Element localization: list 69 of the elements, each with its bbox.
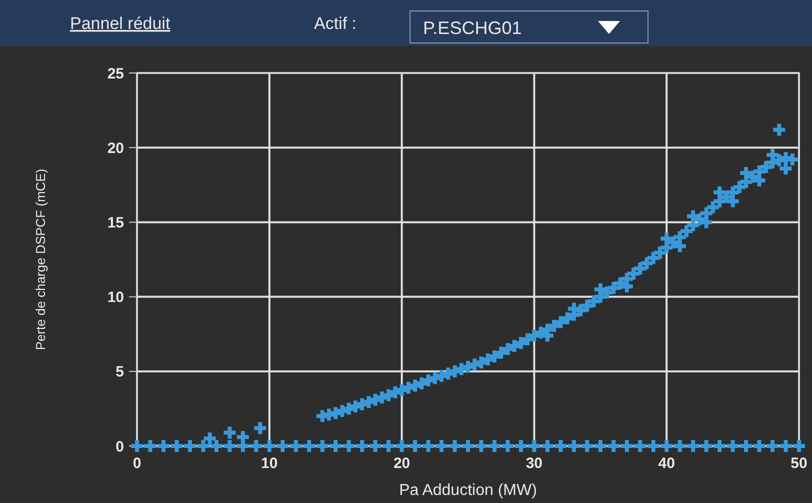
point [195, 438, 212, 454]
point [632, 438, 648, 454]
y-tick-label: 25 [107, 65, 124, 82]
point [526, 438, 542, 454]
point [252, 420, 268, 436]
point [446, 438, 463, 454]
point [222, 424, 238, 441]
point [420, 438, 436, 454]
point [142, 438, 158, 454]
point [778, 438, 794, 454]
point [771, 122, 788, 138]
y-tick-label: 5 [116, 364, 124, 381]
point [460, 438, 476, 454]
point [751, 438, 768, 454]
x-tick-label: 30 [526, 455, 543, 472]
y-axis-title: Perte de charge DSPCF (mCE) [33, 168, 48, 350]
point [288, 438, 304, 454]
point [261, 438, 278, 454]
point [168, 438, 185, 454]
point [552, 438, 569, 454]
point [606, 438, 622, 454]
point [354, 438, 370, 454]
point [592, 438, 608, 454]
point [274, 438, 291, 454]
point [791, 438, 807, 454]
y-tick-label: 0 [116, 438, 124, 456]
point [712, 438, 728, 454]
point [724, 438, 741, 454]
x-tick-label: 50 [790, 455, 808, 472]
point [566, 438, 582, 454]
point [407, 438, 424, 454]
point [618, 438, 635, 454]
point [658, 438, 675, 454]
point [539, 438, 556, 454]
point [129, 438, 145, 454]
point [579, 438, 596, 454]
x-tick-label: 20 [393, 455, 410, 472]
x-axis-title: Pa Adduction (MW) [399, 482, 537, 499]
point [328, 438, 344, 454]
point [512, 438, 529, 454]
text: Pannel réduit [70, 14, 170, 33]
point [500, 438, 516, 454]
point [486, 438, 502, 454]
point [367, 438, 384, 454]
point [764, 438, 781, 454]
point [434, 438, 450, 454]
point [380, 438, 397, 454]
point [672, 438, 688, 454]
point [473, 438, 490, 454]
point [301, 438, 318, 454]
point [222, 438, 238, 454]
point [314, 438, 330, 454]
point [645, 438, 662, 454]
point [394, 438, 410, 454]
x-tick-label: 10 [261, 455, 278, 472]
point [248, 438, 264, 454]
y-tick-label: 15 [107, 214, 124, 232]
point [182, 438, 198, 454]
point [155, 438, 172, 454]
y-tick-label: 10 [107, 289, 124, 306]
point [685, 438, 702, 454]
text: P.ESCHG01 [423, 18, 522, 38]
y-tick-label: 20 [107, 140, 124, 157]
point [738, 438, 754, 454]
text: Actif : [314, 14, 357, 33]
x-tick-label: 40 [658, 455, 675, 472]
point [698, 438, 714, 454]
x-tick-label: 0 [132, 455, 142, 472]
point [340, 438, 357, 454]
